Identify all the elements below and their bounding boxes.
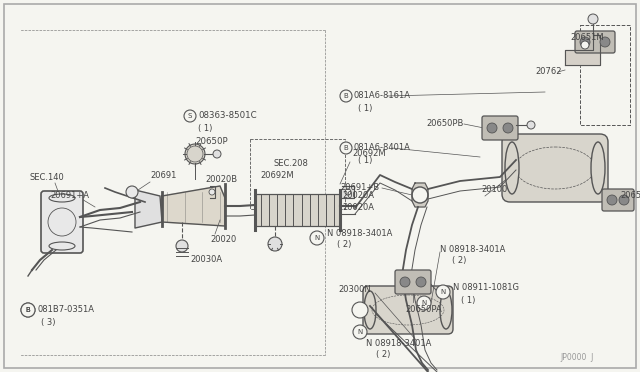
Circle shape [310,231,324,245]
Text: 08363-8501C: 08363-8501C [198,112,257,121]
Text: N: N [421,300,427,306]
Polygon shape [135,190,162,228]
FancyBboxPatch shape [363,286,453,334]
Text: 20692M: 20692M [352,150,386,158]
Ellipse shape [505,142,519,194]
Text: 20020A: 20020A [342,192,374,201]
Text: 20650P: 20650P [195,138,228,147]
Circle shape [503,123,513,133]
Text: N: N [440,289,445,295]
FancyBboxPatch shape [575,31,615,53]
Circle shape [417,296,431,310]
Text: 20650PB: 20650PB [426,119,463,128]
Text: S: S [188,113,192,119]
Ellipse shape [49,194,75,202]
Text: 20651M: 20651M [570,33,604,42]
Text: N: N [314,235,319,241]
Text: 20020B: 20020B [205,176,237,185]
Circle shape [184,110,196,122]
Circle shape [607,195,617,205]
Circle shape [21,303,35,317]
Circle shape [416,277,426,287]
Text: B: B [26,307,30,313]
FancyBboxPatch shape [255,194,340,226]
Circle shape [340,90,352,102]
Polygon shape [162,186,225,226]
Text: ( 3): ( 3) [41,317,56,327]
Circle shape [412,187,428,203]
Text: 20692M: 20692M [260,171,294,180]
Text: 081B7-0351A: 081B7-0351A [37,305,94,314]
Text: 20691+B: 20691+B [340,183,379,192]
Circle shape [345,189,351,195]
FancyBboxPatch shape [41,191,83,253]
Circle shape [213,150,221,158]
Circle shape [268,237,282,251]
Polygon shape [342,186,354,198]
Text: 20650PA: 20650PA [405,305,442,314]
Text: SEC.140: SEC.140 [30,173,65,183]
Circle shape [126,186,138,198]
Circle shape [352,302,368,318]
Circle shape [588,14,598,24]
Circle shape [527,121,535,129]
Text: 20691+A: 20691+A [50,190,89,199]
FancyBboxPatch shape [602,189,634,211]
Text: ( 1): ( 1) [461,295,476,305]
Text: ( 1): ( 1) [358,155,372,164]
Text: ( 1): ( 1) [358,103,372,112]
Ellipse shape [49,242,75,250]
Circle shape [619,195,629,205]
Text: 081A6-8401A: 081A6-8401A [354,144,411,153]
Circle shape [209,189,215,195]
Text: B: B [344,93,348,99]
Text: B: B [344,145,348,151]
Circle shape [176,240,188,252]
FancyBboxPatch shape [502,134,608,202]
Circle shape [353,325,367,339]
Text: 20100: 20100 [481,186,508,195]
Text: 20651M: 20651M [620,192,640,201]
Text: B: B [26,307,30,313]
Circle shape [581,41,589,49]
Text: ( 2): ( 2) [337,240,351,248]
Text: SEC.208: SEC.208 [273,160,308,169]
Polygon shape [412,183,428,207]
FancyBboxPatch shape [482,116,518,140]
Text: 20300N: 20300N [338,285,371,295]
Circle shape [21,303,35,317]
Ellipse shape [440,291,452,329]
Circle shape [487,123,497,133]
Text: ( 1): ( 1) [198,124,212,132]
Circle shape [580,37,590,47]
Text: N: N [357,329,363,335]
Text: 20020A: 20020A [342,203,374,212]
FancyBboxPatch shape [395,270,431,294]
Text: 20030A: 20030A [190,256,222,264]
Circle shape [436,285,450,299]
Ellipse shape [364,291,376,329]
Text: 081A6-8161A: 081A6-8161A [354,92,411,100]
Text: N 08918-3401A: N 08918-3401A [440,246,506,254]
Polygon shape [565,35,600,65]
Circle shape [600,37,610,47]
Text: N 08911-1081G: N 08911-1081G [453,283,519,292]
Text: N 08918-3401A: N 08918-3401A [366,340,431,349]
Circle shape [340,142,352,154]
Text: 20691: 20691 [150,170,177,180]
Text: 20020: 20020 [210,235,236,244]
Text: 20762: 20762 [535,67,561,77]
Text: ( 2): ( 2) [376,350,390,359]
Circle shape [400,277,410,287]
Ellipse shape [591,142,605,194]
Text: JP0000  J: JP0000 J [560,353,593,362]
Text: ( 2): ( 2) [452,256,467,264]
Circle shape [185,144,205,164]
Text: N 08918-3401A: N 08918-3401A [327,230,392,238]
